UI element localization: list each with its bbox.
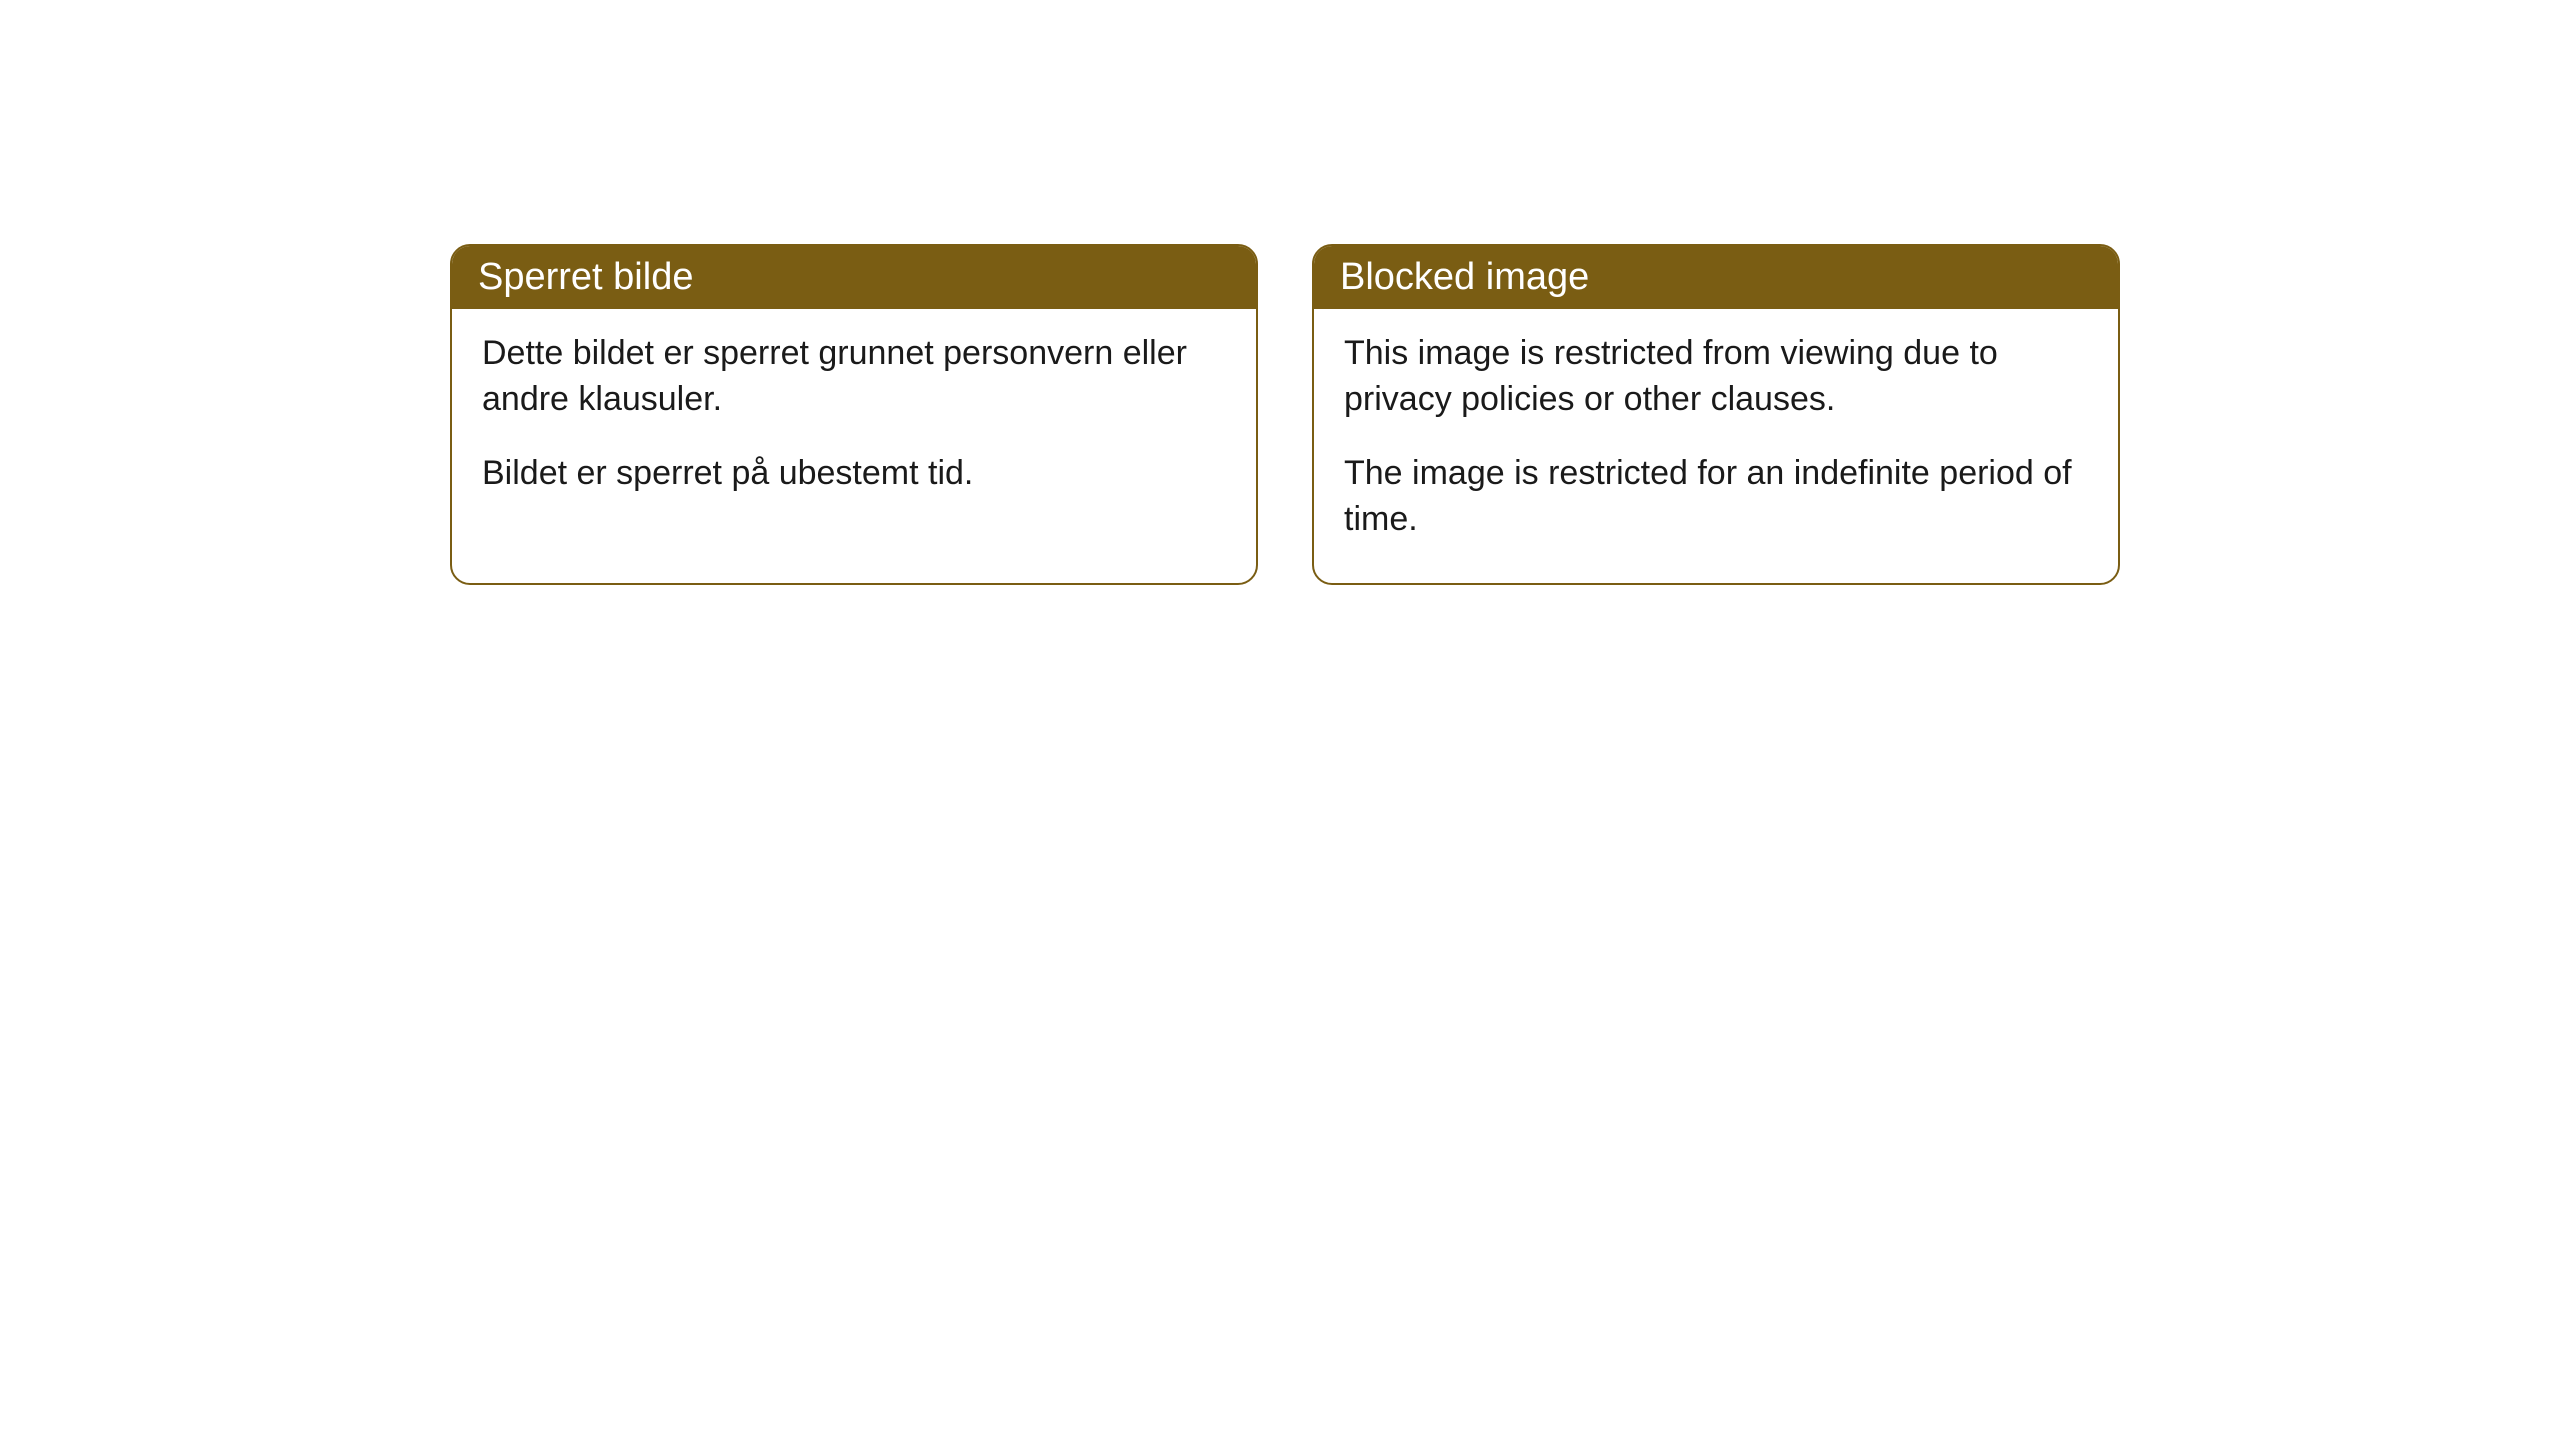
notice-body: This image is restricted from viewing du… xyxy=(1314,309,2118,583)
notice-paragraph: This image is restricted from viewing du… xyxy=(1344,331,2088,423)
notice-paragraph: The image is restricted for an indefinit… xyxy=(1344,451,2088,543)
notice-header: Blocked image xyxy=(1314,246,2118,309)
notice-container: Sperret bilde Dette bildet er sperret gr… xyxy=(0,0,2560,585)
notice-body: Dette bildet er sperret grunnet personve… xyxy=(452,309,1256,537)
notice-card-norwegian: Sperret bilde Dette bildet er sperret gr… xyxy=(450,244,1258,585)
notice-paragraph: Dette bildet er sperret grunnet personve… xyxy=(482,331,1226,423)
notice-card-english: Blocked image This image is restricted f… xyxy=(1312,244,2120,585)
notice-paragraph: Bildet er sperret på ubestemt tid. xyxy=(482,451,1226,497)
notice-header: Sperret bilde xyxy=(452,246,1256,309)
